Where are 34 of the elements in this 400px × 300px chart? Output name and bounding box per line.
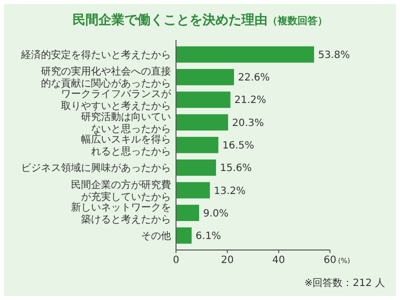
y-tick-label: 民間企業の方が研究費が充実していたから [71, 178, 171, 203]
bar [176, 68, 234, 86]
bar [176, 114, 228, 131]
bar [176, 182, 210, 198]
data-label: 16.5% [222, 140, 254, 152]
y-tick-label: 研究の実用化や社会への直接的な貢献に関心があったから [41, 66, 171, 90]
x-tick-label: 20 [220, 255, 234, 266]
bar [176, 92, 230, 108]
y-tick-label: ワークライフバランスが取りやすいと考えたから [61, 89, 172, 112]
bar [176, 159, 216, 176]
bar [176, 46, 314, 63]
y-tick-label: ビジネス領域に興味があったから [21, 162, 171, 174]
y-tick-label: その他 [141, 230, 171, 242]
data-label: 53.8% [318, 50, 350, 61]
y-tick-label: 経済的安定を得たいと考えたから [20, 48, 171, 61]
chart-title: 民間企業で働くことを決めた理由 [72, 13, 268, 28]
x-tick-label: 60 [324, 255, 336, 266]
bar [176, 227, 192, 244]
data-label: 9.0% [203, 208, 229, 220]
data-label: 13.2% [214, 186, 246, 197]
data-label: 21.2% [234, 95, 266, 106]
data-label: 20.3% [232, 118, 264, 129]
x-tick-label: 40 [272, 255, 286, 266]
bar [176, 136, 218, 154]
text: ※回答数：212 人 [304, 277, 385, 289]
data-label: 6.1% [196, 231, 222, 242]
y-tick-label: 研究活動は向いていないと思ったから [81, 110, 171, 135]
x-tick-label: 0 [172, 255, 180, 266]
chart-subtitle: （複数回答） [268, 15, 328, 27]
y-tick-label: 新しいネットワークを築けると考えたから [71, 201, 171, 226]
y-tick-label: 幅広いスキルを得られると思ったから [81, 134, 171, 158]
data-label: 15.6% [220, 163, 252, 174]
data-label: 22.6% [238, 72, 270, 84]
bar [176, 204, 200, 222]
